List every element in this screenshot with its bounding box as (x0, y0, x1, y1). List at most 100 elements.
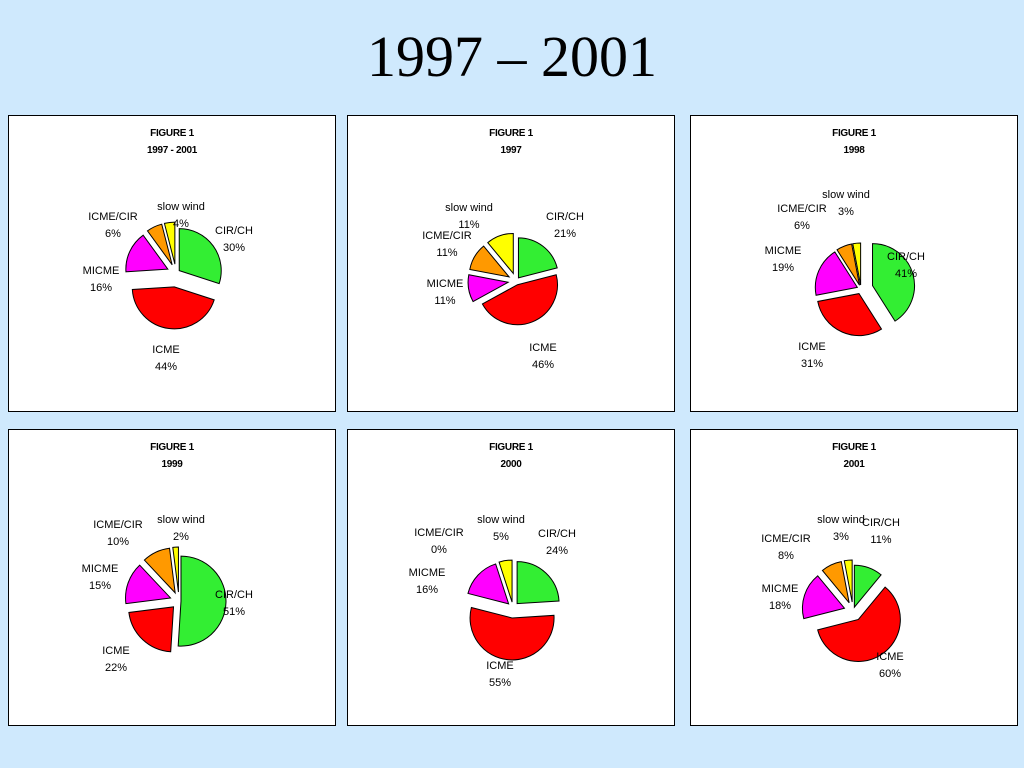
pie-chart-2001: CIR/CH 11% ICME 60% MICME 18% ICME/CIR 8% slow w… (761, 514, 904, 680)
slice-value-slow-wind: 3% (833, 531, 849, 543)
slice-label-icme: ICME (529, 342, 557, 354)
slice-label-cir-ch: CIR/CH (215, 589, 253, 601)
pie-slice-slow-wind (498, 559, 513, 603)
slice-value-cir-ch: 30% (223, 242, 245, 254)
slice-label-micme: MICME (409, 567, 446, 579)
pie-slice-micme (801, 575, 846, 620)
pie-slice-icme (817, 586, 901, 662)
slice-label-icme: ICME (876, 651, 904, 663)
slice-value-micme: 19% (772, 262, 794, 274)
chart-header-line1: FIGURE 1 (489, 442, 533, 453)
chart-header-line2: 1997 - 2001 (146, 145, 198, 156)
chart-panel-1997: FIGURE 1 1997 CIR/CH 21% ICME 46% MICME 11% IC… (347, 115, 675, 412)
slice-value-icme-cir: 8% (778, 550, 794, 562)
slice-value-icme: 22% (105, 662, 127, 674)
slice-label-slow-wind: slow wind (817, 514, 865, 526)
slice-label-slow-wind: slow wind (822, 189, 870, 201)
slice-value-icme: 46% (532, 359, 554, 371)
slice-label-icme-cir: ICME/CIR (422, 230, 472, 242)
slice-label-cir-ch: CIR/CH (887, 251, 925, 263)
slice-label-micme: MICME (427, 278, 464, 290)
slice-value-cir-ch: 21% (554, 228, 576, 240)
pie-slice-icme-cir (143, 547, 176, 595)
slice-label-cir-ch: CIR/CH (546, 211, 584, 223)
chart-header-line2: 2001 (843, 459, 865, 470)
pie-slice-slow-wind (487, 232, 514, 275)
slice-value-slow-wind: 4% (173, 218, 189, 230)
slice-label-slow-wind: slow wind (157, 514, 205, 526)
slice-value-icme-cir: 11% (436, 247, 457, 259)
chart-header-line1: FIGURE 1 (832, 442, 876, 453)
slice-value-slow-wind: 3% (838, 206, 854, 218)
slice-value-icme-cir: 10% (107, 536, 129, 548)
chart-panel-all-years: FIGURE 1 1997 - 2001 CIR/CH 30% ICME 44% MIC… (8, 115, 336, 412)
slice-value-micme: 16% (416, 584, 438, 596)
pie-chart-2000: CIR/CH 24% ICME 55% MICME 16% ICME/CIR 0% slow w… (409, 514, 576, 689)
slice-label-icme: ICME (152, 344, 180, 356)
pie-slice-slow-wind (163, 221, 176, 265)
chart-header-line2: 1997 (500, 145, 522, 156)
slice-label-cir-ch: CIR/CH (538, 528, 576, 540)
slice-label-slow-wind: slow wind (445, 202, 493, 214)
slice-label-icme: ICME (102, 645, 130, 657)
pie-slice-cir-ch (853, 564, 882, 609)
slice-value-icme: 44% (155, 361, 177, 373)
slice-label-slow-wind: slow wind (477, 514, 525, 526)
slice-value-slow-wind: 5% (493, 531, 509, 543)
slice-label-micme: MICME (83, 265, 120, 277)
slice-label-micme: MICME (82, 563, 119, 575)
slice-value-icme: 60% (879, 668, 901, 680)
slice-value-icme-cir: 6% (794, 220, 810, 232)
chart-header-line2: 1999 (161, 459, 183, 470)
pie-slice-cir-ch (177, 555, 227, 647)
slice-label-icme-cir: ICME/CIR (414, 527, 464, 539)
slice-value-slow-wind: 11% (458, 219, 479, 231)
chart-header-line1: FIGURE 1 (832, 128, 876, 139)
slice-value-micme: 11% (434, 295, 455, 307)
chart-header-line2: 1998 (843, 145, 865, 156)
slice-value-cir-ch: 11% (870, 534, 891, 546)
slice-value-micme: 15% (89, 580, 111, 592)
slice-value-icme: 55% (489, 677, 511, 689)
slice-value-cir-ch: 51% (223, 606, 245, 618)
slice-value-slow-wind: 2% (173, 531, 189, 543)
slice-label-slow-wind: slow wind (157, 201, 205, 213)
pie-slice-icme (817, 293, 883, 337)
slice-label-icme-cir: ICME/CIR (93, 519, 143, 531)
slice-label-micme: MICME (762, 583, 799, 595)
slice-label-icme: ICME (486, 660, 514, 672)
pie-slice-cir-ch (178, 228, 222, 285)
slice-label-icme-cir: ICME/CIR (88, 211, 138, 223)
slide-title: 1997 – 2001 (367, 24, 657, 89)
pie-slice-slow-wind (843, 559, 853, 603)
pie-slice-icme (481, 274, 558, 326)
pie-chart-1997: CIR/CH21%ICME46%MICME11%ICME/CIR11%slow … (422, 202, 584, 371)
pie-slice-micme (814, 251, 859, 296)
chart-panel-1998: FIGURE 1 1998 CIR/CH 41% ICME 31% MICME 19% IC… (690, 115, 1018, 412)
slice-value-micme: 16% (90, 282, 112, 294)
pie-slice-micme (125, 564, 172, 605)
chart-header-line2: 2000 (500, 459, 522, 470)
pie-slice-icme-cir (821, 561, 850, 604)
slice-value-icme: 31% (801, 358, 823, 370)
slice-label-icme: ICME (798, 341, 826, 353)
pie-slice-cir-ch (516, 561, 560, 605)
pie-slice-micme (467, 274, 510, 303)
chart-header-line1: FIGURE 1 (150, 128, 194, 139)
slice-value-icme-cir: 0% (431, 544, 447, 556)
pie-slice-slow-wind (172, 546, 179, 593)
pie-chart-1999: CIR/CH 51% ICME 22% MICME 15% ICME/CIR 10% slow … (82, 514, 253, 674)
pie-chart-all-years: CIR/CH 30% ICME 44% MICME 16% ICME/CIR 6% slow w… (83, 201, 253, 373)
slice-value-icme-cir: 6% (105, 228, 121, 240)
pie-slice-icme-cir (836, 243, 861, 286)
pie-slice-micme (467, 563, 510, 605)
pie-slice-icme-cir (469, 245, 511, 278)
chart-header-line1: FIGURE 1 (489, 128, 533, 139)
pie-slice-micme (125, 234, 169, 273)
pie-slice-icme (131, 286, 215, 330)
slice-label-icme-cir: ICME/CIR (777, 203, 827, 215)
pie-chart-1998: CIR/CH 41% ICME 31% MICME 19% ICME/CIR 6% slow w… (765, 189, 925, 370)
slice-value-cir-ch: 24% (546, 545, 568, 557)
pie-slice-cir-ch (517, 237, 558, 279)
slice-label-micme: MICME (765, 245, 802, 257)
